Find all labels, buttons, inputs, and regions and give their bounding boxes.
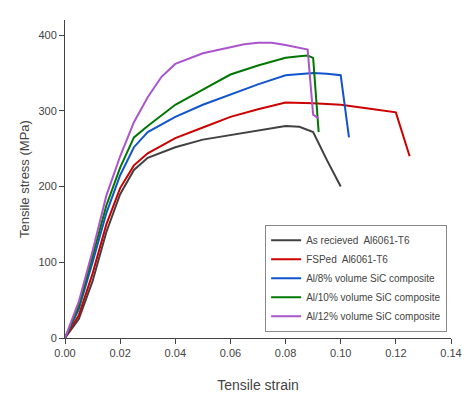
- svg-text:0.10: 0.10: [330, 347, 351, 359]
- svg-text:400: 400: [38, 29, 56, 41]
- svg-text:As recieved Al6061-T6: As recieved Al6061-T6: [306, 235, 410, 246]
- svg-text:Al/12% volume SiC composite: Al/12% volume SiC composite: [306, 311, 440, 322]
- svg-text:0.04: 0.04: [165, 347, 186, 359]
- svg-text:200: 200: [38, 180, 56, 192]
- svg-text:Tensile stress (MPa): Tensile stress (MPa): [17, 120, 32, 238]
- svg-text:0.14: 0.14: [440, 347, 461, 359]
- svg-text:FSPed Al6061-T6: FSPed Al6061-T6: [306, 254, 388, 265]
- svg-text:0: 0: [51, 332, 57, 344]
- svg-text:0.02: 0.02: [109, 347, 130, 359]
- svg-text:300: 300: [38, 105, 56, 117]
- svg-text:Al/8% volume SiC composite: Al/8% volume SiC composite: [306, 273, 435, 284]
- svg-text:Al/10% volume SiC composite: Al/10% volume SiC composite: [306, 292, 440, 303]
- svg-text:0.12: 0.12: [385, 347, 406, 359]
- svg-text:Tensile strain: Tensile strain: [217, 377, 299, 393]
- svg-text:0.08: 0.08: [275, 347, 296, 359]
- svg-text:100: 100: [38, 256, 56, 268]
- svg-text:0.00: 0.00: [54, 347, 75, 359]
- svg-text:0.06: 0.06: [220, 347, 241, 359]
